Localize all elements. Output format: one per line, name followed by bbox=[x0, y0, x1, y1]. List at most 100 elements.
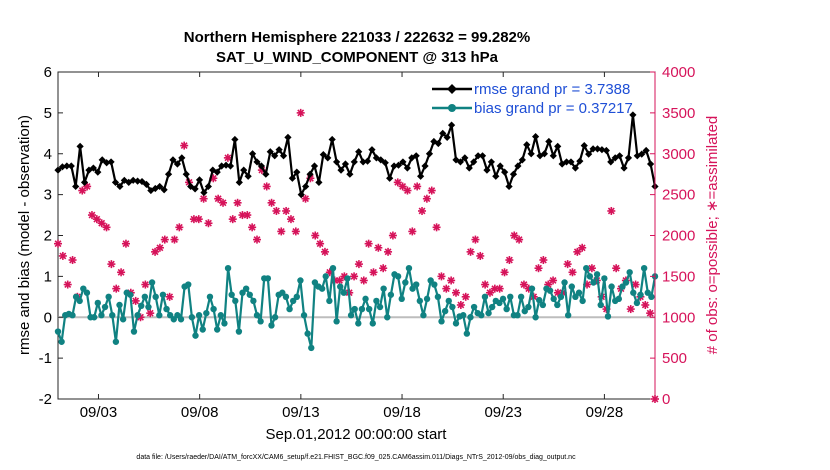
rmse-point bbox=[518, 156, 526, 164]
bias-point bbox=[536, 296, 543, 304]
bias-point bbox=[416, 297, 424, 305]
y-left-tick-label: 6 bbox=[44, 64, 52, 81]
rmse-point bbox=[642, 146, 650, 155]
bias-point bbox=[517, 293, 525, 301]
obs-point bbox=[471, 235, 480, 244]
bias-point bbox=[384, 314, 391, 321]
bias-point bbox=[644, 289, 651, 296]
rmse-point bbox=[103, 159, 111, 167]
rmse-point bbox=[465, 164, 473, 172]
rmse-point bbox=[67, 162, 75, 170]
bias-point bbox=[112, 338, 120, 345]
rmse-point bbox=[275, 146, 283, 154]
obs-point bbox=[272, 206, 281, 215]
bias-point bbox=[83, 289, 91, 296]
rmse-point bbox=[501, 168, 509, 176]
rmse-point bbox=[279, 152, 288, 160]
bias-point bbox=[467, 314, 474, 321]
bias-point bbox=[434, 293, 442, 301]
rmse-point bbox=[571, 164, 579, 172]
bias-point bbox=[192, 332, 199, 339]
obs-point bbox=[87, 211, 96, 220]
bias-point bbox=[481, 293, 489, 301]
obs-point bbox=[68, 256, 77, 265]
rmse-point bbox=[483, 166, 491, 174]
obs-point bbox=[427, 186, 436, 195]
rmse-point bbox=[337, 166, 345, 174]
legend-bias-marker bbox=[448, 104, 456, 112]
y-axis-right-label: # of obs: o=possible; ∗=assimilated bbox=[704, 116, 721, 355]
data-file-note: data file: /Users/raeder/DAI/ATM_forcXX/… bbox=[136, 454, 576, 461]
rmse-point bbox=[350, 158, 358, 166]
rmse-point bbox=[319, 150, 327, 159]
rmse-point bbox=[562, 158, 571, 166]
bias-point bbox=[337, 283, 344, 290]
rmse-point bbox=[505, 182, 513, 191]
bias-point bbox=[539, 301, 547, 309]
bias-point bbox=[441, 307, 449, 315]
rmse-point bbox=[425, 150, 434, 158]
obs-point bbox=[447, 276, 456, 285]
obs-point bbox=[369, 268, 378, 277]
obs-point bbox=[194, 215, 203, 224]
bias-point bbox=[557, 293, 565, 301]
bias-point bbox=[170, 316, 177, 323]
rmse-point bbox=[63, 162, 71, 170]
obs-point bbox=[160, 235, 169, 244]
bias-point bbox=[286, 305, 293, 313]
obs-point bbox=[359, 276, 368, 285]
bias-point bbox=[351, 305, 358, 313]
bias-point bbox=[271, 314, 279, 321]
bias-point bbox=[326, 297, 333, 305]
rmse-point bbox=[107, 158, 115, 166]
obs-point bbox=[432, 223, 441, 232]
bias-point bbox=[597, 301, 604, 309]
rmse-point bbox=[576, 157, 584, 165]
obs-point bbox=[568, 268, 577, 277]
bias-point bbox=[340, 289, 348, 296]
rmse-point bbox=[266, 148, 274, 156]
obs-point bbox=[316, 239, 325, 248]
rmse-point bbox=[116, 182, 124, 191]
rmse-point bbox=[142, 180, 151, 189]
bias-point bbox=[485, 309, 492, 317]
bias-point bbox=[405, 265, 413, 272]
rmse-point bbox=[257, 162, 266, 170]
rmse-point bbox=[54, 166, 62, 174]
y-right-tick-label: 2500 bbox=[662, 187, 695, 204]
bias-point bbox=[76, 297, 83, 305]
bias-point bbox=[159, 291, 167, 298]
bias-point bbox=[148, 279, 156, 286]
rmse-point bbox=[447, 121, 456, 129]
bias-point bbox=[235, 328, 243, 335]
obs-point bbox=[233, 198, 242, 207]
rmse-point bbox=[341, 160, 350, 168]
rmse-point bbox=[160, 186, 168, 194]
rmse-point bbox=[417, 172, 425, 180]
obs-point bbox=[422, 194, 431, 203]
rmse-point bbox=[492, 172, 500, 180]
y-left-tick-label: 4 bbox=[44, 146, 52, 163]
rmse-point bbox=[616, 152, 624, 160]
obs-point bbox=[403, 186, 412, 195]
rmse-point bbox=[589, 145, 597, 153]
obs-point bbox=[291, 227, 300, 236]
y-left-tick-label: 1 bbox=[44, 268, 52, 285]
rmse-point bbox=[333, 158, 341, 166]
obs-point bbox=[641, 300, 650, 309]
rmse-point bbox=[421, 162, 429, 170]
bias-point bbox=[579, 297, 586, 305]
bias-point bbox=[163, 305, 170, 313]
bias-point bbox=[463, 330, 471, 337]
rmse-point bbox=[293, 168, 301, 176]
y-right-tick-label: 2000 bbox=[662, 228, 695, 245]
bias-point bbox=[568, 283, 575, 290]
obs-point bbox=[320, 247, 329, 256]
rmse-point bbox=[324, 154, 332, 162]
obs-point bbox=[607, 206, 616, 215]
bias-point bbox=[525, 303, 532, 311]
bias-point bbox=[318, 285, 326, 292]
rmse-point bbox=[94, 168, 102, 176]
bias-point bbox=[109, 312, 116, 319]
bias-point bbox=[300, 312, 308, 319]
